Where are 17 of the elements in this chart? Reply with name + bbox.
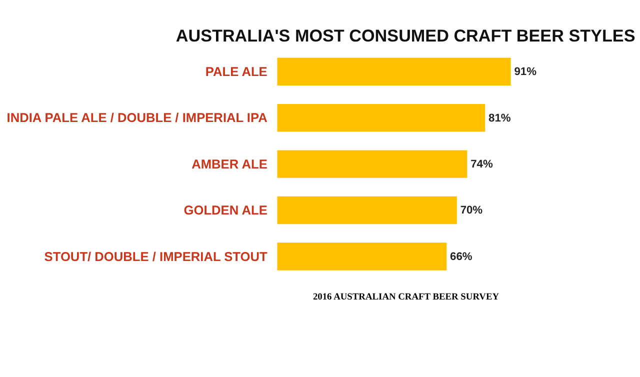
bar xyxy=(277,150,468,178)
bar xyxy=(277,104,486,132)
y-tick-label: AMBER ALE xyxy=(192,156,268,172)
y-tick-label: GOLDEN ALE xyxy=(184,202,268,218)
bar xyxy=(277,196,457,224)
data-label: 70% xyxy=(460,204,483,217)
data-label: 74% xyxy=(470,158,493,170)
y-tick-label: INDIA PALE ALE / DOUBLE / IMPERIAL IPA xyxy=(6,110,268,126)
chart-title: AUSTRALIA'S MOST CONSUMED CRAFT BEER STYLES xyxy=(176,26,636,46)
y-tick-label: PALE ALE xyxy=(205,64,268,79)
text: 2016 AUSTRALIAN CRAFT BEER SURVEY xyxy=(312,292,500,303)
data-label: 91% xyxy=(514,66,537,78)
bar xyxy=(277,242,447,270)
bar xyxy=(277,58,511,86)
data-label: 66% xyxy=(450,250,472,263)
data-label: 81% xyxy=(488,112,511,124)
y-tick-label: STOUT/ DOUBLE / IMPERIAL STOUT xyxy=(44,248,268,264)
